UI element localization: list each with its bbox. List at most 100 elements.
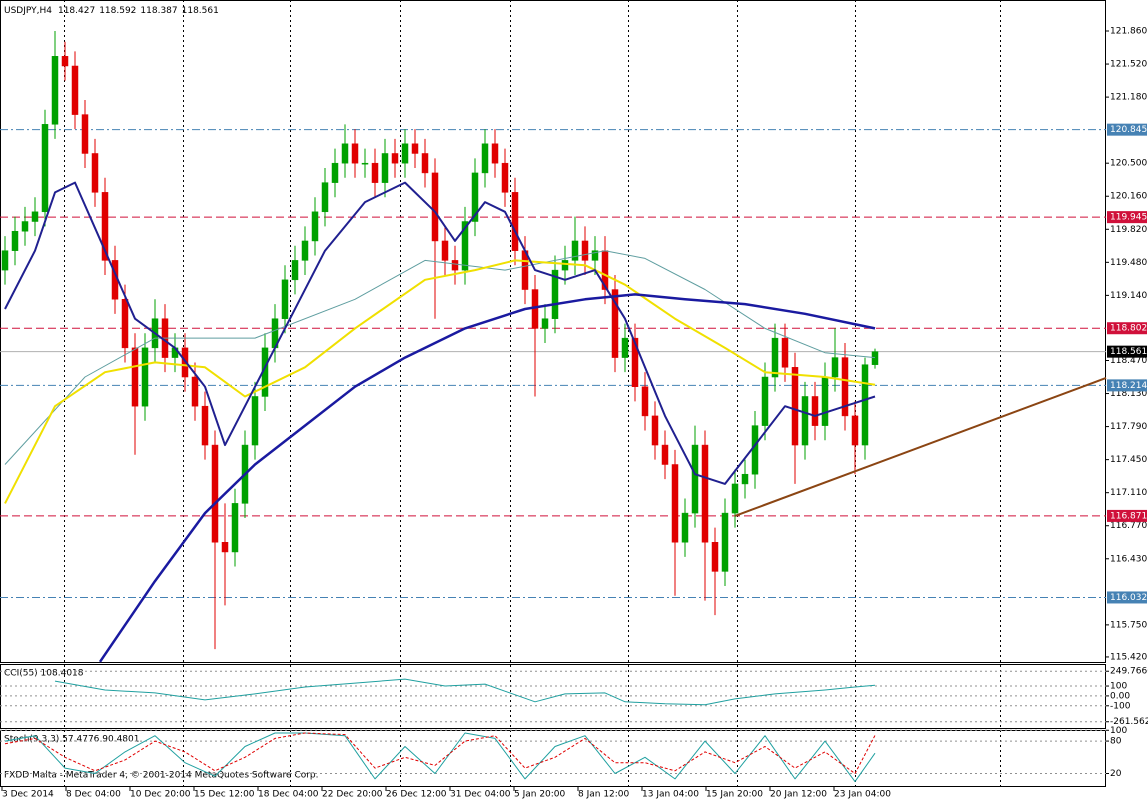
candle-body [571, 240, 579, 261]
y-tick-label: 120.500 [1110, 159, 1147, 169]
candle-body [311, 211, 319, 242]
candle-body [381, 153, 389, 183]
time-grid [64, 0, 1001, 787]
symbol: USDJPY,H4 [4, 6, 52, 16]
y-tick-label: 117.110 [1110, 488, 1147, 498]
level-label: 118.802 [1110, 324, 1147, 334]
x-tick-label: 8 Jan 12:00 [578, 790, 630, 800]
indicator-line [54, 678, 876, 706]
candle-body [641, 386, 649, 417]
candle-body [221, 542, 229, 553]
open-value: 118.427 [58, 6, 95, 16]
candle-body [691, 444, 699, 514]
candle-body [751, 425, 759, 475]
candle-body [651, 415, 659, 446]
stoch-panel [0, 730, 1106, 787]
candle-body [711, 542, 719, 572]
stoch-title: Stoch(9,3,3) 57.4776 90.4801 [4, 735, 139, 745]
x-tick-label: 10 Dec 20:00 [130, 790, 191, 800]
y-tick-label: 249.7666 [1110, 667, 1148, 677]
candle-body [581, 240, 589, 261]
x-tick-label: 13 Jan 04:00 [642, 790, 699, 800]
high-value: 118.592 [99, 6, 136, 16]
candle-body [101, 192, 109, 261]
trendline [734, 377, 1107, 517]
chart-header: USDJPY,H4 118.427 118.592 118.387 118.561 [4, 6, 219, 16]
y-tick-label: 120.160 [1110, 192, 1147, 202]
candle-body [91, 153, 99, 193]
candle-body [541, 318, 549, 329]
candle-body [721, 512, 729, 572]
cci-title: CCI(55) 108.4018 [4, 669, 84, 679]
candle-body [31, 211, 39, 222]
y-tick-label: 118.470 [1110, 356, 1147, 366]
y-tick-label: 121.180 [1110, 93, 1147, 103]
candle-body [281, 279, 289, 319]
indicator-line [98, 293, 876, 663]
candle-body [701, 444, 709, 543]
indicator-line [4, 181, 876, 485]
candle-body [331, 162, 339, 183]
candle-body [501, 162, 509, 193]
x-tick-label: 15 Dec 12:00 [194, 790, 255, 800]
candle-body [561, 260, 569, 271]
candle-body [481, 143, 489, 174]
level-label: 118.214 [1110, 381, 1147, 391]
candle-body [841, 357, 849, 417]
level-label-box [1107, 509, 1147, 522]
candle-body [141, 347, 149, 407]
x-tick-label: 31 Dec 04:00 [450, 790, 511, 800]
candle-body [81, 114, 89, 154]
candle-body [671, 464, 679, 543]
indicator-line [4, 732, 876, 783]
candle-body [421, 153, 429, 174]
y-tick-label: 80 [1110, 737, 1122, 747]
candle-body [391, 153, 399, 164]
y-tick-label: -100 [1110, 701, 1131, 711]
candle-body [371, 162, 379, 183]
level-label: 116.032 [1110, 593, 1147, 603]
y-tick-label: 118.130 [1110, 389, 1147, 399]
candle-body [511, 192, 519, 251]
low-value: 118.387 [140, 6, 177, 16]
candle-body [401, 143, 409, 164]
close-value: 118.561 [182, 6, 219, 16]
candle-body [851, 415, 859, 446]
level-label-box [1107, 379, 1147, 392]
candle-body [821, 376, 829, 426]
candle-body [791, 367, 799, 446]
candle-body [211, 444, 219, 543]
candle-body [341, 143, 349, 164]
candle-body [761, 376, 769, 426]
candle-body [361, 162, 369, 165]
y-tick-label: 115.750 [1110, 620, 1147, 630]
candle-body [131, 347, 139, 407]
candle-body [491, 143, 499, 164]
candle-body [611, 289, 619, 358]
candle-body [11, 230, 19, 251]
x-tick-label: 26 Dec 12:00 [386, 790, 447, 800]
candle-body [71, 65, 79, 115]
y-tick-label: 20 [1110, 769, 1122, 779]
y-tick-label: 0.00 [1110, 691, 1130, 701]
indicator-line [4, 259, 876, 504]
candle-body [191, 376, 199, 407]
x-tick-label: 20 Jan 12:00 [770, 790, 827, 800]
candle-body [431, 172, 439, 242]
y-tick-label: 121.520 [1110, 60, 1147, 70]
candle-body [741, 473, 749, 485]
level-label-box [1107, 345, 1147, 358]
indicator-line [4, 732, 876, 774]
candle-body [591, 250, 599, 261]
level-label: 120.845 [1110, 125, 1147, 135]
y-tick-label: 100 [1110, 726, 1127, 736]
candle-body [621, 337, 629, 358]
level-label-box [1107, 591, 1147, 604]
candle-body [51, 56, 59, 125]
x-tick-label: 18 Dec 04:00 [258, 790, 319, 800]
level-label: 119.945 [1110, 213, 1147, 223]
candle-body [41, 124, 49, 213]
x-tick-label: 15 Jan 20:00 [706, 790, 763, 800]
level-label: 116.871 [1110, 511, 1147, 521]
